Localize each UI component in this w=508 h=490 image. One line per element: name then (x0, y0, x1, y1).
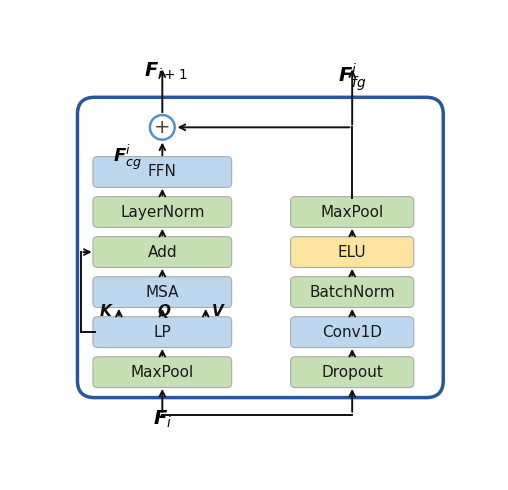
Text: Add: Add (147, 245, 177, 260)
FancyBboxPatch shape (93, 196, 232, 227)
FancyBboxPatch shape (77, 98, 443, 397)
Text: MSA: MSA (146, 285, 179, 299)
Text: $\bfit{V}$: $\bfit{V}$ (211, 303, 226, 318)
FancyBboxPatch shape (93, 157, 232, 187)
Text: Dropout: Dropout (321, 365, 383, 380)
Text: LP: LP (153, 325, 171, 340)
Text: $\bfit{K}$: $\bfit{K}$ (99, 303, 114, 318)
Text: FFN: FFN (148, 165, 177, 179)
FancyBboxPatch shape (291, 237, 414, 268)
FancyBboxPatch shape (291, 317, 414, 347)
Text: MaxPool: MaxPool (321, 204, 384, 220)
FancyBboxPatch shape (291, 196, 414, 227)
Text: LayerNorm: LayerNorm (120, 204, 205, 220)
Text: $\boldsymbol{F}_{fg}^i$: $\boldsymbol{F}_{fg}^i$ (338, 61, 366, 93)
Text: $\boldsymbol{F}_{i+1}$: $\boldsymbol{F}_{i+1}$ (144, 61, 187, 82)
Text: MaxPool: MaxPool (131, 365, 194, 380)
FancyBboxPatch shape (93, 357, 232, 388)
Text: BatchNorm: BatchNorm (309, 285, 395, 299)
Text: +: + (154, 118, 171, 137)
Text: $\bfit{Q}$: $\bfit{Q}$ (156, 301, 171, 319)
Circle shape (150, 115, 175, 140)
Text: $\boldsymbol{F}_i$: $\boldsymbol{F}_i$ (153, 409, 172, 430)
Text: $\boldsymbol{F}_{cg}^i$: $\boldsymbol{F}_{cg}^i$ (113, 143, 142, 172)
Text: ELU: ELU (338, 245, 366, 260)
FancyBboxPatch shape (291, 277, 414, 308)
FancyBboxPatch shape (93, 237, 232, 268)
FancyBboxPatch shape (93, 277, 232, 308)
Text: Conv1D: Conv1D (322, 325, 382, 340)
FancyBboxPatch shape (291, 357, 414, 388)
FancyBboxPatch shape (93, 317, 232, 347)
